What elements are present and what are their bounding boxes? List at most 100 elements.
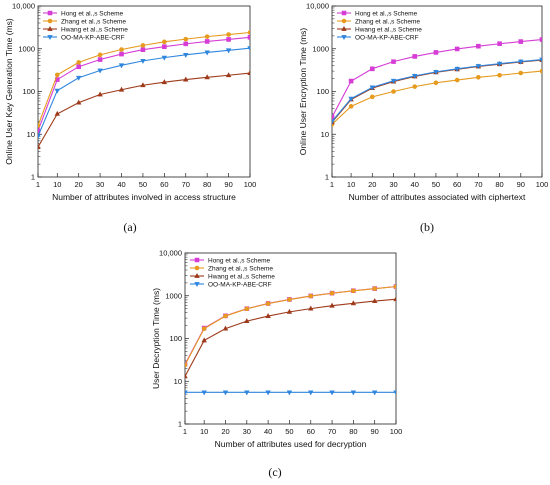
legend-marker [341, 25, 347, 31]
data-point [75, 99, 82, 105]
data-point [350, 300, 357, 306]
chart-panel-1: 1 10 100 1000 10,000 1 10 20 30 40 50 60 70 80 90 100 Ho… [4, 2, 256, 234]
data-point [162, 44, 167, 49]
data-point [308, 293, 314, 299]
y-axis-label: Online User Encryption Time (ms) [298, 28, 308, 156]
data-point [265, 313, 271, 318]
data-point [539, 68, 542, 74]
x-tick-label: 20 [75, 180, 83, 189]
plot-frame [184, 252, 397, 425]
data-point [161, 79, 168, 85]
data-point [140, 58, 146, 64]
legend-marker [47, 10, 53, 16]
data-point [222, 325, 229, 331]
y-tick-label: 10,000 [159, 249, 182, 258]
data-point [38, 123, 41, 128]
data-point [97, 57, 103, 62]
x-tick-label: 10 [347, 180, 355, 189]
legend-marker [341, 10, 347, 16]
x-tick-label: 90 [517, 180, 525, 189]
y-tick-label: 1000 [165, 291, 182, 300]
data-point [372, 286, 377, 291]
data-point [162, 39, 167, 45]
legend-label: Zhang et al.,s Scheme [61, 18, 126, 25]
data-point [390, 78, 397, 84]
legend-marker [194, 272, 200, 278]
data-point [118, 63, 125, 69]
data-point [204, 34, 210, 39]
x-tick-label: 70 [474, 180, 482, 189]
data-point [393, 296, 396, 302]
legend-marker [47, 25, 53, 31]
data-point [476, 74, 481, 80]
data-point [75, 75, 82, 81]
data-point [370, 94, 375, 100]
data-point [350, 390, 357, 396]
y-tick-label: 100 [316, 87, 329, 96]
data-point [185, 373, 188, 379]
data-point [54, 110, 60, 116]
y-axis-label: Online User Key Generation Time (ms) [4, 18, 14, 165]
data-point [265, 301, 271, 306]
x-tick-label: 1 [36, 180, 40, 189]
data-point [204, 39, 210, 44]
data-point [140, 47, 146, 53]
x-tick-label: 60 [307, 427, 315, 436]
data-point [183, 52, 189, 58]
data-point [185, 390, 188, 396]
data-point [119, 51, 124, 57]
y-tick-label: 10,000 [306, 2, 329, 11]
data-point [518, 59, 524, 65]
y-tick-label: 100 [169, 334, 182, 343]
data-point [371, 390, 378, 396]
data-point [476, 43, 481, 49]
x-tick-label: 60 [160, 180, 168, 189]
data-point [332, 114, 335, 120]
data-point [412, 73, 418, 79]
data-point [118, 86, 125, 92]
x-tick-label: 70 [182, 180, 190, 189]
data-point [539, 37, 542, 42]
panel-label: (b) [420, 220, 434, 234]
panel-label: (a) [123, 220, 136, 234]
data-point [433, 69, 439, 75]
data-point [286, 308, 293, 314]
data-point [97, 91, 103, 97]
legend-marker [47, 18, 53, 24]
x-tick-label: 30 [96, 180, 104, 189]
chart-panel-2: 1 10 100 1000 10,000 1 10 20 30 40 50 60 70 80 90 100 Ho… [298, 2, 548, 234]
y-tick-label: 1000 [18, 44, 35, 53]
data-point [496, 61, 503, 67]
data-point [140, 43, 146, 48]
x-tick-label: 1 [183, 427, 187, 436]
legend-label: Zhang et al.,s Scheme [208, 265, 273, 272]
x-tick-label: 100 [244, 180, 257, 189]
y-tick-label: 100 [22, 87, 35, 96]
data-point [391, 59, 396, 64]
legend-label: OO-MA-KP-ABE-CRF [208, 281, 272, 288]
legend-marker [194, 257, 200, 263]
legend-label: Zhang et al.,s Scheme [355, 18, 420, 25]
x-tick-label: 100 [536, 180, 549, 189]
data-point [223, 313, 228, 319]
data-point [539, 57, 542, 63]
data-point [204, 74, 210, 80]
x-tick-label: 20 [221, 427, 229, 436]
x-tick-label: 80 [203, 180, 211, 189]
data-point [225, 72, 232, 78]
y-tick-label: 10 [27, 130, 35, 139]
data-point [201, 337, 207, 343]
data-point [76, 64, 81, 70]
x-tick-label: 10 [200, 427, 208, 436]
x-axis-label: Number of attributes associated with cip… [349, 192, 526, 202]
data-point [454, 66, 460, 72]
x-tick-label: 70 [328, 427, 336, 436]
y-axis-label: User Decryption Time (ms) [151, 288, 161, 389]
x-tick-label: 50 [432, 180, 440, 189]
y-tick-label: 1000 [312, 44, 329, 53]
